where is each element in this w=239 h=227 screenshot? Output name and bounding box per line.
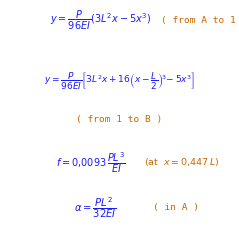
Text: $\alpha = \dfrac{PL^2}{32EI}$: $\alpha = \dfrac{PL^2}{32EI}$	[74, 195, 117, 220]
Text: $y = \dfrac{P}{96EI}\left[3L^2x+16\left(x-\dfrac{L}{2}\right)^{\!3}\!-5x^3\right: $y = \dfrac{P}{96EI}\left[3L^2x+16\left(…	[44, 70, 195, 91]
Text: ( from 1 to B ): ( from 1 to B )	[76, 115, 163, 124]
Text: ( from A to 1 ): ( from A to 1 )	[161, 16, 239, 25]
Text: $y = \dfrac{P}{96EI}\left(3L^2x - 5x^3\right)$: $y = \dfrac{P}{96EI}\left(3L^2x - 5x^3\r…	[50, 9, 151, 32]
Text: (at  $x = 0{,}447\,L$): (at $x = 0{,}447\,L$)	[144, 156, 219, 168]
Text: $f = 0{,}0093\,\dfrac{PL^3}{EI}$: $f = 0{,}0093\,\dfrac{PL^3}{EI}$	[56, 150, 126, 175]
Text: ( in A ): ( in A )	[153, 203, 199, 212]
